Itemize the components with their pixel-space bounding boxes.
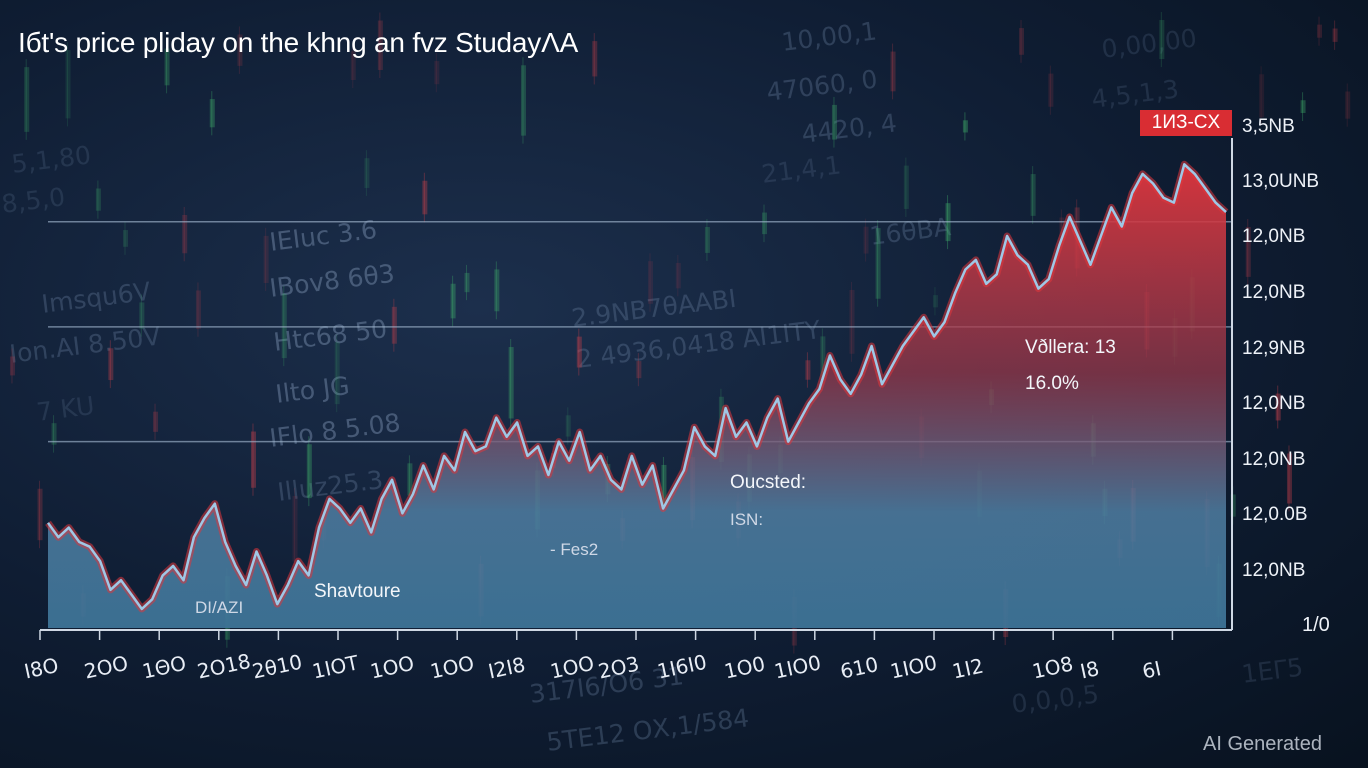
annotation-oucsted: Oucsted: xyxy=(730,472,807,493)
bg-candle-body xyxy=(831,104,837,140)
bg-candle-body xyxy=(661,464,667,505)
y-tick-label: 12,0.0Β xyxy=(1242,504,1308,525)
bg-candle-body xyxy=(1317,24,1323,38)
bg-candle-body xyxy=(1030,174,1036,216)
bg-candle-body xyxy=(1048,73,1054,107)
price-line xyxy=(46,163,1227,611)
bg-candle-body xyxy=(762,212,768,235)
y-tick-label: 12,0ΝΒ xyxy=(1242,449,1306,470)
annotation-dl: DΙ/ΑΖΙ xyxy=(195,598,244,617)
bg-candle-body xyxy=(863,226,869,254)
bg-candle-body xyxy=(636,361,642,379)
annotation-fes: - Fes2 xyxy=(550,540,599,559)
bg-candle-body xyxy=(24,67,30,132)
bg-candle-body xyxy=(494,269,500,312)
bg-candle-body xyxy=(182,214,188,254)
bg-candle-body xyxy=(592,41,598,77)
bg-candle-body xyxy=(334,342,340,405)
bg-candle-body xyxy=(648,261,654,304)
bg-candle-body xyxy=(95,188,101,211)
bg-candle-body xyxy=(65,50,71,119)
axes xyxy=(39,138,1233,640)
bg-candle-body xyxy=(450,283,456,319)
bg-candle-body xyxy=(576,336,582,368)
bg-candle-body xyxy=(903,165,909,209)
bg-candle-body xyxy=(391,306,397,344)
y-tick-label: 12,0ΝΒ xyxy=(1242,226,1306,247)
price-badge: 1ИЗ-CX xyxy=(1140,110,1232,136)
y-tick-label: 12,0ΝΒ xyxy=(1242,560,1306,581)
bg-candle-body xyxy=(890,51,896,92)
bg-candle-body xyxy=(1275,393,1281,421)
bg-candle-body xyxy=(350,51,356,81)
bg-candle-body xyxy=(292,495,298,562)
bg-candle-body xyxy=(1300,100,1306,114)
bg-candle-body xyxy=(1259,74,1265,118)
annotation-shavtoure: Shavtoure xyxy=(314,581,401,602)
bg-candle-body xyxy=(250,431,256,488)
annotation-vellera: Vðllera: 13 xyxy=(1025,337,1116,358)
bg-candle-body xyxy=(932,295,938,308)
bg-candle-body xyxy=(37,488,43,541)
bg-candle-body xyxy=(875,228,881,299)
bg-candle-body xyxy=(520,65,526,136)
bg-candle-body xyxy=(364,158,370,188)
bg-candle-body xyxy=(377,20,383,70)
bg-candle-body xyxy=(153,411,159,432)
bg-candle-body xyxy=(422,180,428,215)
axis-origin-label: 1/0 xyxy=(1302,614,1330,636)
bg-candle-body xyxy=(263,235,269,284)
bg-candle-body xyxy=(565,415,571,437)
bg-candle-body xyxy=(306,444,312,499)
bg-candle-body xyxy=(962,120,968,133)
bg-candle-body xyxy=(675,262,681,289)
bg-candle-body xyxy=(9,356,15,376)
bg-candle-body xyxy=(805,360,811,380)
bg-candle-body xyxy=(1230,494,1236,517)
bg-candle-body xyxy=(820,336,826,381)
chart-title: Iбt's price pliday on the khng an fvz St… xyxy=(18,27,579,58)
y-tick-label: 12,9ΝΒ xyxy=(1242,338,1306,359)
y-tick-label: 12,0ΝΒ xyxy=(1242,393,1306,414)
bg-candle-body xyxy=(849,289,855,354)
bg-candle-body xyxy=(508,347,514,419)
bg-candle-body xyxy=(407,463,413,496)
bg-candle-body xyxy=(195,290,201,329)
y-tick-label: 3,5ΝΒ xyxy=(1242,116,1295,137)
bg-candle-body xyxy=(1332,28,1338,42)
bg-candle-body xyxy=(1245,227,1251,277)
bg-candle-body xyxy=(704,227,710,253)
bg-candle-body xyxy=(209,99,215,128)
bg-candle-body xyxy=(123,230,129,247)
bg-candle-body xyxy=(139,302,145,329)
bg-candle-body xyxy=(281,293,287,359)
bg-candle-body xyxy=(1286,453,1292,504)
annotation-percent: 16.0% xyxy=(1025,373,1079,394)
bg-candle-body xyxy=(1345,91,1351,119)
bg-candle-body xyxy=(164,48,170,86)
ai-generated-watermark: AI Generated xyxy=(1203,733,1322,755)
bg-candle-body xyxy=(1159,20,1165,60)
price-series xyxy=(45,160,1229,629)
bg-candle-body xyxy=(464,272,470,293)
bg-candle-body xyxy=(1019,28,1025,55)
y-tick-label: 13,0UΝΒ xyxy=(1242,171,1320,192)
y-tick-label: 12,0ΝΒ xyxy=(1242,282,1306,303)
bg-candle-body xyxy=(51,423,57,445)
bg-candle-body xyxy=(237,34,243,66)
annotation-isn: ISΝ: xyxy=(730,510,764,529)
bg-candle-body xyxy=(108,348,114,381)
price-area xyxy=(48,164,1226,629)
bg-candle-body xyxy=(1059,217,1065,237)
bg-candle-body xyxy=(434,61,440,85)
